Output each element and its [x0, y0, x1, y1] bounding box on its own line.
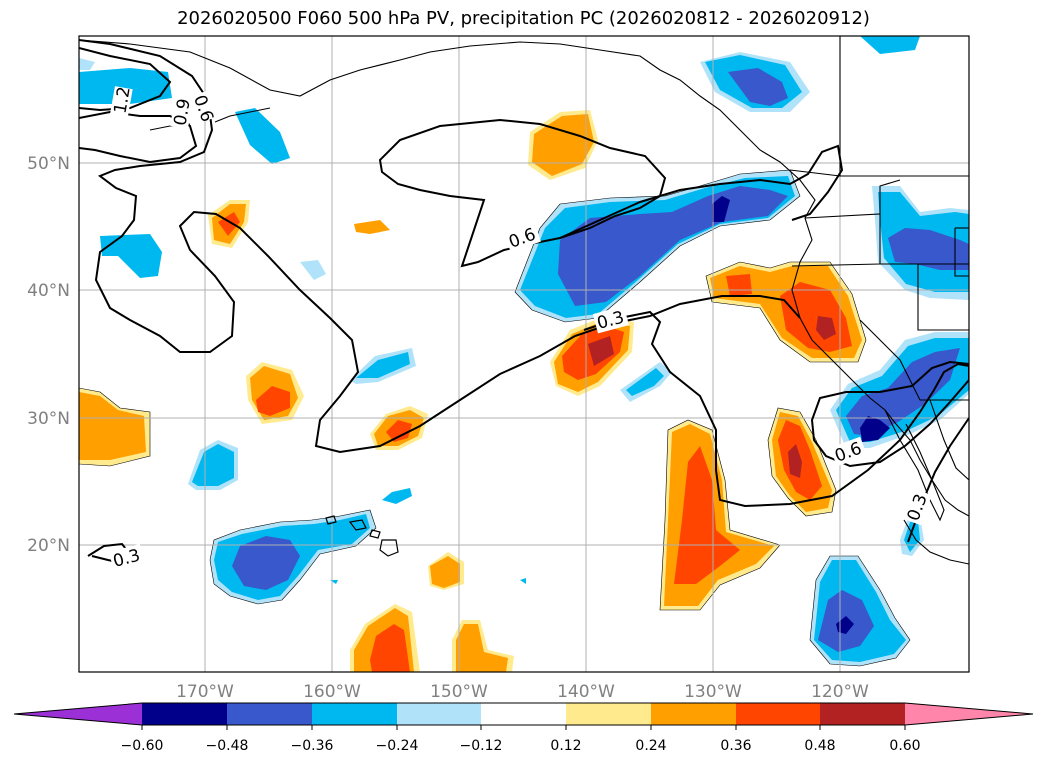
precip-shading: [79, 36, 969, 672]
colorbar-segment: [142, 703, 227, 725]
colorbar-tick-label: −0.12: [460, 738, 503, 754]
contour-labels: 1.2 0.9 0.6 0.6 0.3 0.6: [108, 85, 932, 572]
coastlines: [79, 36, 969, 565]
gridlines: [79, 36, 969, 672]
colorbar-segment: [312, 703, 397, 725]
colorbar-tick-label: 0.24: [635, 738, 666, 754]
lon-axis: 170°W 160°W 150°W 140°W 130°W 120°W: [176, 682, 869, 702]
colorbar: −0.60 −0.48 −0.36 −0.24 −0.12 0.12 0.24 …: [13, 702, 1034, 754]
contour-label-1-2: 1.2: [110, 85, 134, 115]
colorbar-under-arrow: [14, 703, 142, 725]
lat-label: 50°N: [27, 154, 70, 174]
colorbar-tick-label: 0.36: [720, 738, 751, 754]
lon-label: 170°W: [176, 682, 234, 702]
colorbar-segment: [651, 703, 736, 725]
colorbar-tick-label: −0.48: [206, 738, 249, 754]
colorbar-tick-label: 0.12: [550, 738, 581, 754]
map-frame: [78, 35, 970, 673]
colorbar-segment: [820, 703, 905, 725]
colorbar-over-arrow: [905, 703, 1033, 725]
hawaii-islands: [325, 515, 399, 557]
lon-label: 150°W: [430, 682, 488, 702]
shading-outlines: [79, 169, 911, 667]
lat-label: 40°N: [27, 281, 70, 301]
lon-label: 130°W: [684, 682, 742, 702]
colorbar-ticks: [141, 725, 906, 730]
colorbar-tick-label: 0.60: [889, 738, 920, 754]
colorbar-tick-label: 0.48: [804, 738, 835, 754]
lon-label: 120°W: [811, 682, 869, 702]
contour-label-0-9: 0.9: [170, 97, 194, 127]
colorbar-tick-label: −0.36: [291, 738, 334, 754]
chart-title: 2026020500 F060 500 hPa PV, precipitatio…: [177, 8, 870, 29]
colorbar-tick-label: −0.60: [121, 738, 164, 754]
colorbar-segment: [227, 703, 312, 725]
colorbar-segment: [736, 703, 820, 725]
colorbar-segment: [397, 703, 481, 725]
colorbar-segment: [566, 703, 651, 725]
colorbar-segment: [481, 703, 566, 725]
colorbar-tick-label: −0.24: [376, 738, 419, 754]
lon-label: 160°W: [303, 682, 361, 702]
lon-label: 140°W: [557, 682, 615, 702]
lat-label: 20°N: [27, 536, 70, 556]
lat-axis: 50°N 40°N 30°N 20°N: [27, 154, 70, 556]
lat-label: 30°N: [27, 409, 70, 429]
